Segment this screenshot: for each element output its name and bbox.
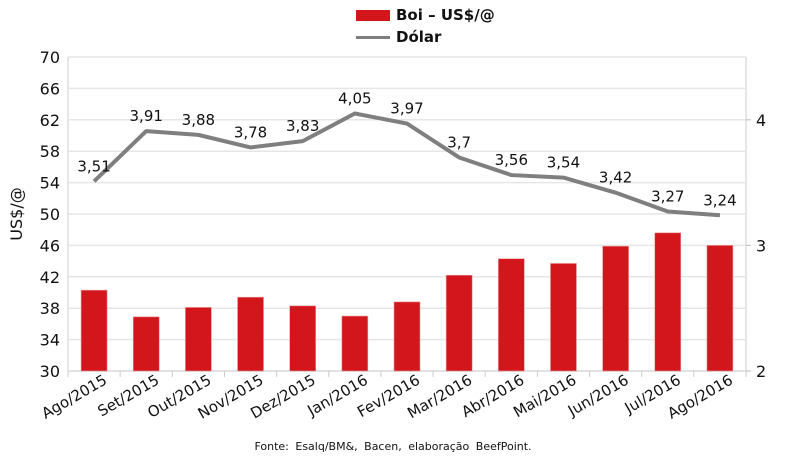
- bar-Mai/2016: [550, 263, 577, 372]
- bar-Jun/2016: [602, 245, 629, 372]
- bar-Mar/2016: [445, 274, 473, 372]
- y-tick-label: 38: [40, 299, 60, 318]
- y-tick-label: 66: [40, 79, 60, 98]
- y2-tick-label: 3: [756, 236, 766, 255]
- bar-Nov/2015: [237, 296, 264, 372]
- data-label: 3,7: [447, 133, 471, 151]
- data-label: 3,54: [547, 154, 580, 172]
- bar-Out/2015: [185, 307, 212, 372]
- data-label: 3,42: [599, 169, 632, 187]
- legend-item-boi: Boi – US$/@: [356, 4, 495, 26]
- y2-tick-label: 2: [756, 362, 766, 381]
- data-label: 3,83: [286, 117, 319, 135]
- y-tick-label: 42: [40, 268, 60, 287]
- bar-Set/2015: [132, 316, 160, 372]
- data-label: 3,91: [130, 107, 163, 125]
- bar-Jul/2016: [654, 232, 682, 372]
- y-tick-label: 46: [40, 236, 60, 255]
- y-tick-label: 30: [40, 362, 60, 381]
- data-label: 3,27: [651, 187, 684, 205]
- legend-label: Boi – US$/@: [396, 6, 495, 24]
- bar-Abr/2016: [498, 258, 525, 372]
- legend-item-dolar: Dólar: [356, 26, 495, 48]
- y-tick-label: 50: [40, 205, 60, 224]
- data-label: 3,56: [495, 151, 528, 169]
- y-axis-label: US$/@: [7, 187, 26, 240]
- data-label: 3,88: [182, 111, 215, 129]
- data-label: 4,05: [338, 90, 371, 108]
- data-label: 3,97: [390, 100, 423, 118]
- bar-Ago/2015: [80, 289, 108, 372]
- dolar-line: [92, 111, 721, 218]
- legend-label: Dólar: [396, 28, 442, 46]
- y-tick-label: 34: [40, 331, 60, 350]
- legend-swatch-line: [356, 35, 390, 39]
- y2-tick-label: 4: [756, 111, 766, 130]
- bar-Dez/2015: [289, 305, 316, 372]
- data-label: 3,78: [234, 123, 267, 141]
- y-tick-label: 70: [40, 48, 60, 67]
- y-tick-label: 54: [40, 174, 60, 193]
- data-label: 3,24: [703, 191, 736, 209]
- source-note: Fonte: Esalq/BM&, Bacen, elaboração Beef…: [254, 440, 532, 453]
- data-label: 3,51: [77, 157, 110, 175]
- bar-Fev/2016: [393, 301, 421, 372]
- y-tick-label: 58: [40, 142, 60, 161]
- legend-swatch-bar: [356, 9, 390, 21]
- y-tick-label: 62: [40, 111, 60, 130]
- legend: Boi – US$/@ Dólar: [356, 4, 495, 48]
- bar-Ago/2016: [706, 245, 734, 372]
- bar-Jan/2016: [341, 315, 369, 372]
